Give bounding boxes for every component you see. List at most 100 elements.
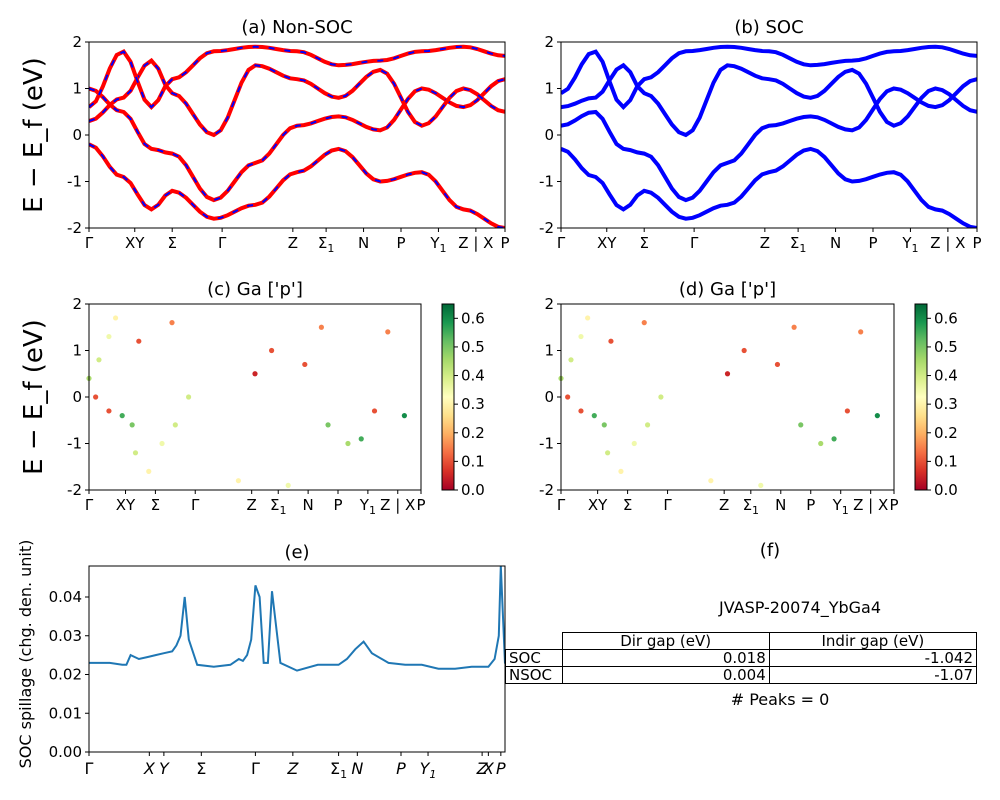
x-tick-label: Γ	[85, 234, 94, 252]
x-tick-label: Γ	[557, 496, 566, 514]
x-tick-label: Z | X	[853, 496, 888, 514]
x-tick-label: N	[358, 234, 369, 252]
panel-title: (c) Ga ['p']	[207, 279, 303, 300]
scatter-point	[385, 329, 391, 335]
x-tick-label: P	[496, 759, 506, 778]
y-tick-label: 2	[72, 33, 82, 51]
colorbar-tick-label: 0.1	[934, 452, 958, 470]
band-line-soc	[561, 44, 977, 110]
scatter-point	[106, 408, 112, 414]
scatter-point	[119, 413, 125, 419]
y-tick-label: 2	[544, 295, 554, 313]
colorbar	[441, 303, 455, 491]
y-tick-label: 0	[544, 388, 554, 406]
panel-e: 0.000.010.020.030.04Γ X Y Σ Γ Z Σ1 N P Y1 ZX P(e)SO…	[16, 540, 506, 781]
panel-title: (b) SOC	[734, 17, 803, 38]
x-tick-label: Z	[247, 496, 257, 514]
scatter-point	[169, 320, 175, 326]
x-tick-label: Γ	[251, 759, 260, 778]
table-header-indir: Indir gap (eV)	[768, 632, 978, 650]
scatter-point	[758, 482, 764, 488]
scatter-point	[641, 320, 647, 326]
x-tick-label: Σ1	[318, 234, 334, 255]
scatter-point	[93, 394, 99, 400]
x-tick-label: Y1	[832, 496, 849, 517]
y-tick-label: 1	[544, 342, 554, 360]
band-line-nonsoc	[89, 77, 505, 203]
colorbar-tick-label: 0.4	[461, 367, 485, 385]
panel-a: -2 -1 0 1 2 Γ XY Σ Γ Z Σ1 N P Y1 Z | X P (a) Non-SOC E − …	[19, 17, 510, 255]
band-lines	[561, 44, 977, 228]
x-tick-label: Σ	[196, 759, 206, 778]
band-line-soc	[561, 77, 977, 203]
scatter-point	[605, 450, 611, 456]
y-tick-label: 0	[544, 126, 554, 144]
plot-frame	[88, 41, 506, 229]
x-tick-label: P	[868, 234, 877, 252]
band-line-dash	[89, 143, 505, 228]
scatter-point	[302, 361, 308, 368]
y-axis-label: E − E_f (eV)	[19, 57, 49, 213]
gap-table: Dir gap (eV) Indir gap (eV) SOC 0.018 -1…	[505, 632, 978, 684]
x-tick-label: P	[806, 496, 815, 514]
x-tick-label: Z	[288, 234, 298, 252]
y-tick-label: 2	[544, 33, 554, 51]
material-id: JVASP-20074_YbGa4	[718, 598, 882, 617]
scatter-point	[631, 440, 637, 447]
scatter-point	[325, 422, 331, 428]
colorbar-tick-label: 0.0	[934, 481, 958, 499]
scatter-point	[146, 468, 152, 474]
y-tick-label: -2	[539, 219, 554, 237]
x-tick-label: Σ1	[743, 496, 759, 517]
table-header-row: Dir gap (eV) Indir gap (eV)	[505, 632, 978, 650]
x-tick-label: P	[500, 234, 509, 252]
scatter-point	[578, 333, 584, 340]
x-tick-label: Z | X	[380, 496, 415, 514]
x-tick-label: Σ	[639, 234, 648, 252]
row-label: NSOC	[505, 666, 563, 684]
y-tick-label: 1	[544, 80, 554, 98]
x-tick-label: N	[303, 496, 314, 514]
scatter-point	[658, 394, 664, 400]
peaks-count: # Peaks = 0	[730, 690, 830, 709]
x-tick-label: N	[830, 234, 841, 252]
x-tick-label: XY	[125, 234, 145, 252]
x-tick-label: Y1	[429, 234, 446, 255]
x-tick-label: Γ	[663, 496, 672, 514]
y-tick-label: 0.02	[49, 666, 82, 684]
colorbar-tick-label: 0.6	[461, 309, 485, 327]
x-tick-label: P	[889, 496, 898, 514]
table-header-empty	[505, 632, 563, 650]
y-axis-label: E − E_f (eV)	[19, 319, 49, 475]
x-tick-label: Γ	[191, 496, 200, 514]
scatter-point	[791, 324, 797, 330]
x-tick-label: Σ	[151, 496, 160, 514]
scatter-point	[112, 315, 119, 321]
scatter-point	[401, 413, 407, 419]
band-line-nonsoc	[89, 44, 505, 110]
colorbar	[914, 303, 928, 491]
indir-gap-value: -1.07	[768, 666, 978, 684]
scatter-point	[136, 338, 142, 344]
y-tick-label: -1	[539, 435, 554, 453]
scatter-point	[285, 482, 291, 488]
plot-frame	[560, 303, 895, 491]
x-tick-label: Σ	[623, 496, 632, 514]
plot-frame	[560, 41, 978, 229]
scatter-point	[874, 413, 880, 419]
x-tick-label: Γ	[690, 234, 699, 252]
x-tick-label: X	[482, 759, 495, 778]
scatter-point	[129, 422, 135, 428]
x-tick-label: XY	[588, 496, 608, 514]
y-tick-label: 0	[72, 126, 82, 144]
x-tick-label: Z	[476, 759, 489, 778]
plot-frame	[88, 303, 422, 491]
colorbar-tick-label: 0.2	[934, 424, 958, 442]
x-tick-label: Z	[719, 496, 729, 514]
dir-gap-value: 0.018	[561, 649, 770, 667]
scatter-point	[159, 440, 165, 447]
x-tick-label: P	[333, 496, 342, 514]
colorbar-tick-label: 0.5	[461, 338, 485, 356]
